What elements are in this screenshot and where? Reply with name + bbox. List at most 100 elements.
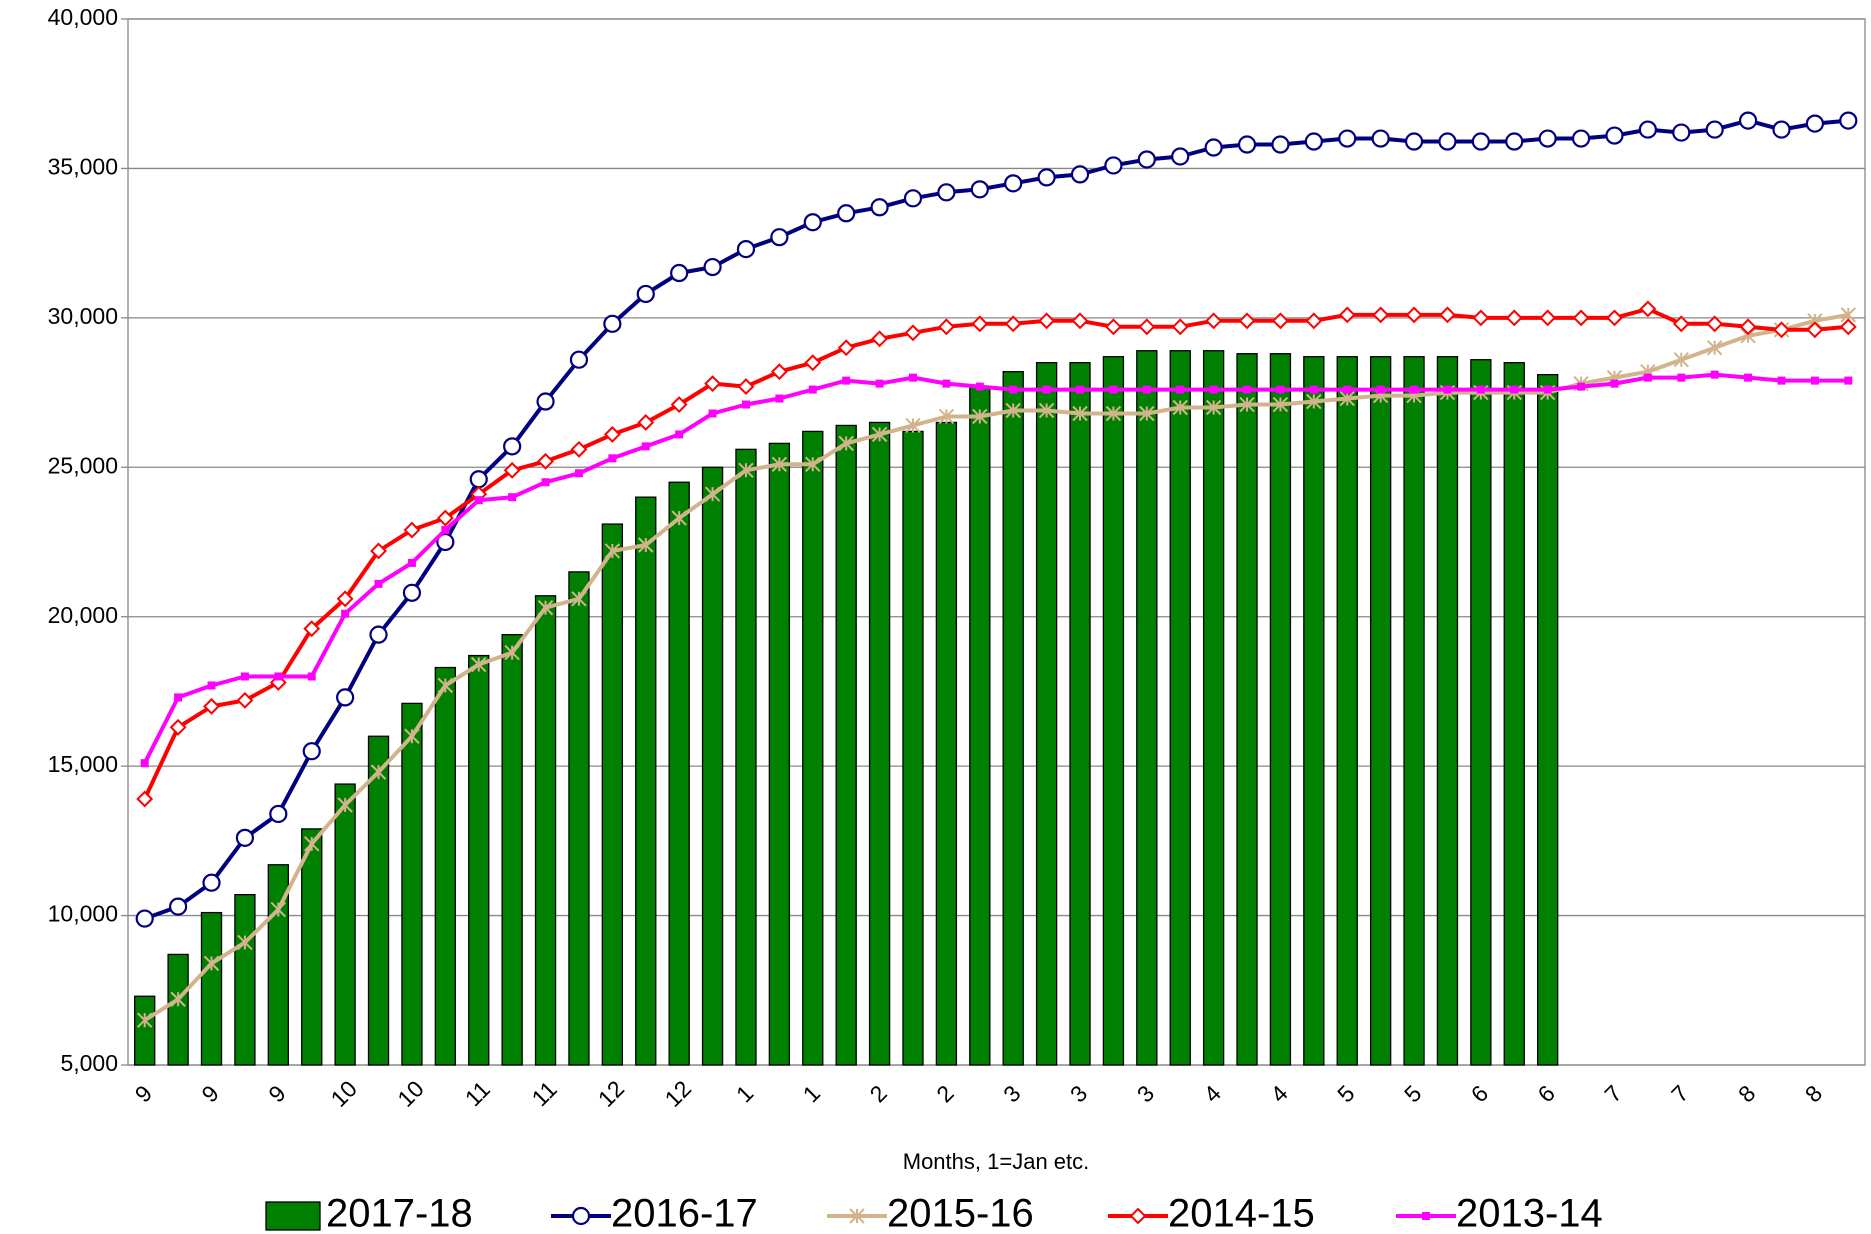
marker <box>837 339 855 357</box>
bar <box>367 735 390 1066</box>
bar <box>1102 356 1125 1066</box>
marker <box>1404 132 1424 151</box>
bar <box>1169 350 1191 1066</box>
marker <box>1705 120 1724 139</box>
x-tick-label: 4 <box>1199 1080 1227 1108</box>
marker <box>1371 129 1390 148</box>
legend-label: 2015-16 <box>887 1192 1034 1234</box>
marker <box>1209 385 1218 394</box>
y-tick-label: 30,000 <box>48 303 118 329</box>
marker <box>1009 385 1018 394</box>
marker <box>903 189 923 208</box>
line <box>143 312 1849 1022</box>
marker <box>1410 385 1419 394</box>
marker <box>1305 312 1323 330</box>
marker <box>1037 168 1056 187</box>
marker <box>1772 120 1791 139</box>
marker <box>972 408 988 425</box>
marker <box>474 496 483 505</box>
bar <box>1536 373 1559 1066</box>
marker <box>1606 309 1623 327</box>
marker <box>704 375 721 393</box>
marker <box>738 462 754 478</box>
marker <box>741 400 750 409</box>
marker <box>402 583 422 602</box>
x-tick-label: 10 <box>326 1075 362 1111</box>
x-tick-label: 9 <box>130 1080 157 1107</box>
marker <box>1510 385 1519 394</box>
marker <box>404 728 420 744</box>
x-tick-label: 5 <box>1399 1080 1426 1107</box>
marker <box>574 469 583 478</box>
bar <box>134 995 156 1066</box>
marker <box>1339 390 1355 407</box>
bar <box>334 783 356 1066</box>
marker <box>1272 396 1289 413</box>
marker <box>1472 309 1490 327</box>
marker <box>1176 385 1185 394</box>
marker <box>140 759 149 768</box>
bar <box>1136 350 1158 1066</box>
marker <box>908 373 917 382</box>
marker <box>236 691 254 709</box>
marker <box>637 414 655 431</box>
marker <box>970 180 989 199</box>
marker <box>1171 147 1190 166</box>
bar <box>1336 356 1358 1066</box>
marker <box>837 204 856 223</box>
marker <box>341 609 350 618</box>
line <box>142 306 1849 800</box>
marker <box>203 955 220 972</box>
plot-border <box>127 18 1866 1066</box>
bar <box>167 953 189 1066</box>
marker <box>703 257 722 277</box>
marker <box>403 521 421 539</box>
marker <box>536 392 555 411</box>
x-tick-label: 12 <box>593 1075 629 1111</box>
bar <box>1470 359 1492 1066</box>
marker <box>302 742 321 761</box>
marker <box>1142 385 1151 394</box>
bar <box>1002 371 1024 1066</box>
marker <box>1744 373 1753 382</box>
marker <box>1738 111 1758 130</box>
marker <box>1672 315 1690 333</box>
bar <box>1202 350 1225 1066</box>
x-tick-label: 1 <box>798 1080 825 1107</box>
bar <box>568 571 590 1066</box>
marker <box>1739 318 1757 336</box>
marker <box>608 454 617 463</box>
marker <box>1443 385 1452 394</box>
x-tick-label: 8 <box>1733 1080 1760 1107</box>
marker <box>1539 309 1557 327</box>
bar <box>1069 362 1091 1066</box>
marker <box>1070 165 1090 184</box>
x-tick-label: 12 <box>660 1075 696 1111</box>
marker <box>1137 150 1156 169</box>
marker <box>1309 385 1318 394</box>
x-tick-label: 1 <box>731 1080 758 1107</box>
marker <box>1338 129 1357 148</box>
x-tick-label: 11 <box>460 1076 495 1111</box>
marker <box>1805 114 1824 133</box>
x-tick-label: 10 <box>392 1075 428 1111</box>
marker <box>1643 373 1652 382</box>
marker <box>670 396 688 413</box>
bar <box>1236 353 1258 1066</box>
marker <box>771 456 788 473</box>
y-tick-label: 25,000 <box>48 452 118 478</box>
marker <box>336 688 355 707</box>
marker <box>1237 135 1257 154</box>
marker <box>670 263 689 283</box>
marker <box>1571 129 1591 148</box>
marker <box>237 934 253 951</box>
legend-item: 2015-16 <box>827 1192 1034 1234</box>
bar <box>1369 356 1392 1066</box>
marker <box>1476 385 1485 394</box>
marker <box>571 591 587 607</box>
marker <box>1076 385 1085 394</box>
marker <box>471 656 487 673</box>
marker <box>737 378 755 396</box>
marker <box>1038 402 1055 419</box>
marker <box>1639 300 1657 318</box>
